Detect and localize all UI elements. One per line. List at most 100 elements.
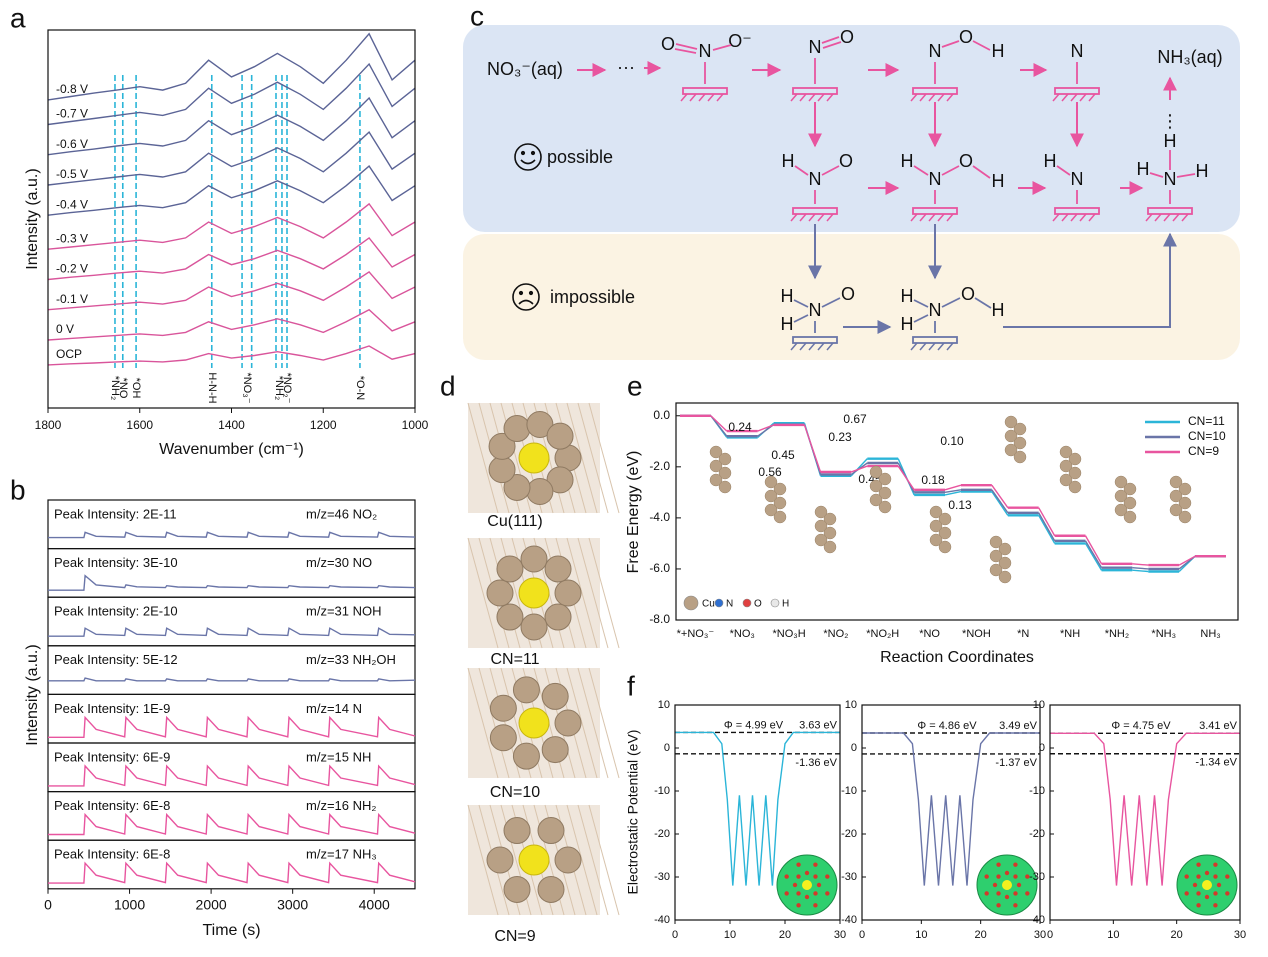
slab-atom <box>773 482 787 496</box>
cu-atom <box>554 846 582 874</box>
slab-atom <box>1178 496 1192 510</box>
y-tick-label: -6.0 <box>649 561 670 575</box>
bond <box>793 299 809 308</box>
bond <box>972 40 991 51</box>
atom: N <box>809 37 822 57</box>
slab-atom <box>764 475 778 489</box>
barrier-label: 0.45 <box>771 448 795 462</box>
axes-frame <box>1049 704 1241 921</box>
slab-bond <box>577 667 609 779</box>
atom: H <box>992 171 1005 191</box>
cu-atom <box>486 579 514 607</box>
atom: H <box>901 151 914 171</box>
inset-dot <box>1204 870 1210 876</box>
ms-trace <box>48 677 416 682</box>
surface-hatch <box>1079 93 1087 102</box>
level-connector <box>991 491 1009 516</box>
ms-trace <box>48 764 416 787</box>
x-tick-label: 2000 <box>196 897 227 913</box>
level-connector <box>1038 514 1056 544</box>
slab-atom <box>869 493 883 507</box>
level-label: 3.63 eV <box>799 719 838 731</box>
surface-hatch <box>946 213 954 222</box>
peak-label: *NO₂⁻ <box>281 373 293 404</box>
atom: N <box>809 169 822 189</box>
subplot-frame <box>47 839 416 890</box>
inset-dot <box>1225 891 1230 896</box>
series-label: 0 V <box>56 322 74 336</box>
spectrum <box>47 308 416 341</box>
atom: H <box>1137 159 1150 179</box>
cu-atom <box>512 676 540 704</box>
series-name: m/z=17 NH₃ <box>306 847 377 862</box>
cu-atom <box>541 736 569 764</box>
x-tick-label: *N <box>1017 628 1029 640</box>
inset-dot <box>1004 870 1010 876</box>
axes-frame <box>675 402 1239 621</box>
inset-dot <box>1213 903 1218 908</box>
vertical-ellipsis: ⋮ <box>1161 111 1179 131</box>
surface-hatch <box>1145 213 1153 222</box>
slab-atom <box>989 535 1003 549</box>
surface-hatch <box>928 93 936 102</box>
cu-atom <box>541 682 569 710</box>
barrier-label: 0.10 <box>940 434 964 448</box>
y-tick-label: -20 <box>654 828 670 840</box>
slab-atom <box>1178 482 1192 496</box>
inset-dot <box>1025 874 1030 879</box>
inset-dot <box>984 891 989 896</box>
atom: O <box>661 34 675 54</box>
surface-hatch <box>707 93 715 102</box>
slab-atom <box>1178 510 1192 524</box>
x-axis-label: Wavenumber (cm⁻¹) <box>159 441 304 458</box>
atom: N <box>809 300 822 320</box>
series-name: m/z=14 N <box>306 701 362 716</box>
surface-hatch <box>910 213 918 222</box>
slab-atom <box>1123 496 1137 510</box>
surface-hatch <box>919 213 927 222</box>
inset-dot <box>816 882 822 888</box>
element-swatch <box>714 598 724 608</box>
x-tick-label: 1000 <box>402 418 429 432</box>
cu-atom <box>554 579 582 607</box>
surface-hatch <box>1061 93 1069 102</box>
peak-intensity: Peak Intensity: 2E-11 <box>54 506 177 521</box>
slab-atom <box>869 479 883 493</box>
atom: N <box>1071 169 1084 189</box>
slab-atom <box>1169 503 1183 517</box>
level-connector <box>1084 543 1103 571</box>
slab-atom <box>1059 445 1073 459</box>
slab-bond <box>577 804 609 916</box>
peak-label: *NO <box>117 378 129 399</box>
peak-label: *NH₂ <box>273 376 285 400</box>
slab-atom <box>1059 459 1073 473</box>
inset-dot <box>1196 862 1201 867</box>
slab-atom <box>764 489 778 503</box>
x-axis-label: Time (s) <box>202 922 260 939</box>
peak-intensity: Peak Intensity: 6E-9 <box>54 749 170 764</box>
surface-hatch <box>928 342 936 351</box>
surface-hatch <box>790 342 798 351</box>
x-tick-label: 4000 <box>359 897 390 913</box>
surface-hatch <box>799 342 807 351</box>
inset-dot <box>1013 862 1018 867</box>
slab-bond <box>478 667 510 779</box>
x-tick-label: 1400 <box>218 418 245 432</box>
inset-dot <box>1004 894 1010 900</box>
level-connector <box>1084 535 1103 565</box>
peak-label: *NO₃⁻ <box>241 372 253 403</box>
x-tick-label: *NH₃ <box>1151 628 1176 640</box>
peak-intensity: Peak Intensity: 6E-8 <box>54 798 170 813</box>
cu-atom <box>546 466 574 494</box>
series-label: -0.7 V <box>56 107 88 121</box>
x-tick-label: 30 <box>834 929 846 941</box>
y-tick-label: -10 <box>654 785 670 797</box>
atom: N <box>929 300 942 320</box>
peak-label: *NH₂ <box>109 376 121 400</box>
smiley <box>514 143 542 171</box>
surface-hatch <box>716 93 724 102</box>
slab-bond <box>566 667 598 779</box>
slab-atom <box>1169 475 1183 489</box>
barrier-label: 0.23 <box>828 430 852 444</box>
y-tick-label: -30 <box>1029 871 1045 883</box>
